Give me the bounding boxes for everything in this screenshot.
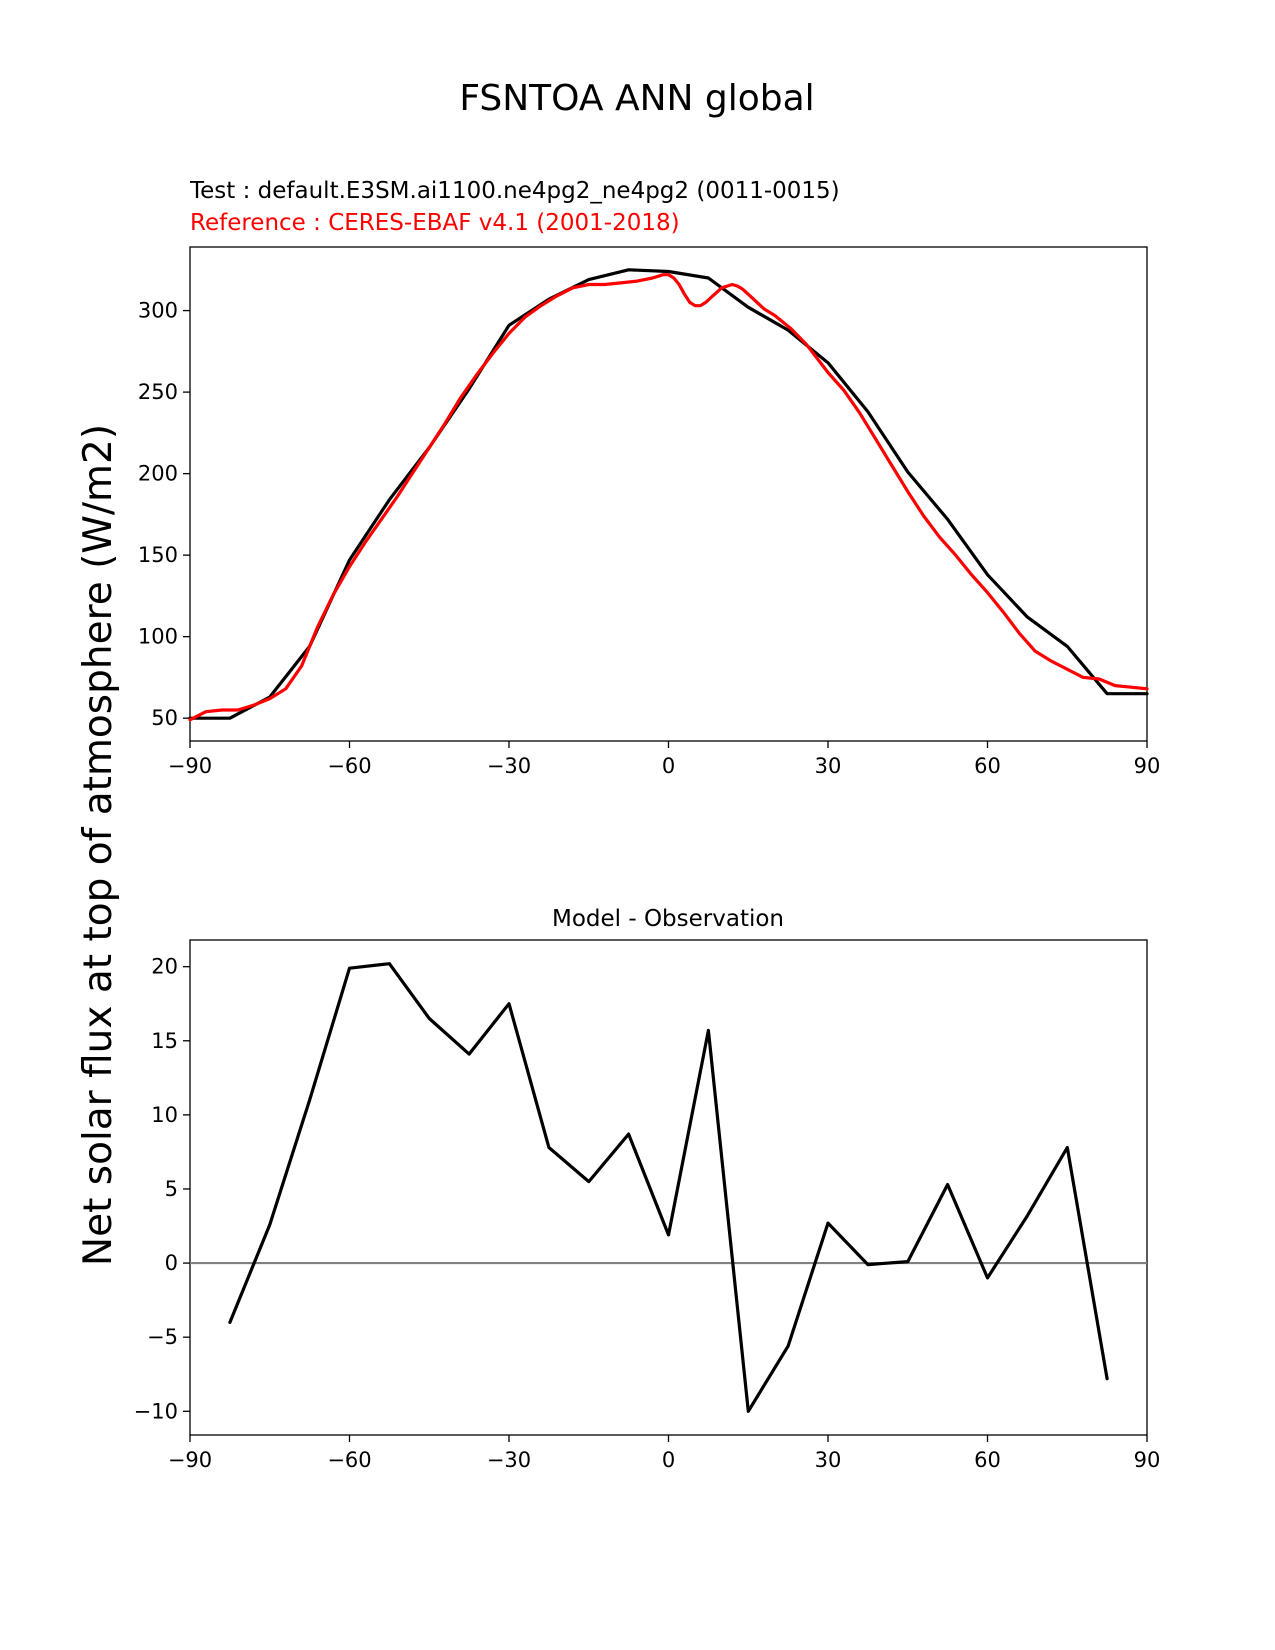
bottom-x-tick-label: 60 bbox=[974, 1448, 1001, 1472]
bottom-x-tick-label: 30 bbox=[815, 1448, 842, 1472]
top-x-tick-label: 0 bbox=[662, 754, 675, 778]
top-y-tick-label: 200 bbox=[138, 462, 178, 486]
bottom-x-tick-label: 90 bbox=[1134, 1448, 1161, 1472]
figure-ylabel: Net solar flux at top of atmosphere (W/m… bbox=[76, 424, 121, 1266]
test-label: Test : default.E3SM.ai1100.ne4pg2_ne4pg2… bbox=[189, 178, 840, 204]
top-x-tick-label: −30 bbox=[487, 754, 531, 778]
bottom-y-tick-label: 0 bbox=[165, 1251, 178, 1275]
reference-label: Reference : CERES-EBAF v4.1 (2001-2018) bbox=[190, 210, 680, 236]
bottom-y-tick-label: −10 bbox=[134, 1399, 178, 1423]
bottom-x-tick-label: 0 bbox=[662, 1448, 675, 1472]
top-y-tick-label: 300 bbox=[138, 299, 178, 323]
bottom-y-tick-label: 20 bbox=[151, 955, 178, 979]
top-y-tick-label: 150 bbox=[138, 543, 178, 567]
top-y-tick-label: 100 bbox=[138, 625, 178, 649]
bottom-x-tick-label: −30 bbox=[487, 1448, 531, 1472]
bottom-x-tick-label: −90 bbox=[168, 1448, 212, 1472]
top-y-tick-label: 50 bbox=[151, 706, 178, 730]
top-x-tick-label: 60 bbox=[974, 754, 1001, 778]
top-x-tick-label: 90 bbox=[1134, 754, 1161, 778]
bottom-panel: −90 −60 −30 0 30 60 90 −10 −5 0 5 10 15 20 bbox=[134, 939, 1161, 1472]
top-x-tick-label: −60 bbox=[327, 754, 371, 778]
top-x-tick-label: 30 bbox=[815, 754, 842, 778]
bottom-x-tick-label: −60 bbox=[327, 1448, 371, 1472]
top-y-tick-label: 250 bbox=[138, 380, 178, 404]
top-panel: −90 −60 −30 0 30 60 90 50 100 150 200 250 300 bbox=[138, 246, 1161, 778]
figure-title: FSNTOA ANN global bbox=[459, 78, 814, 119]
bottom-y-tick-label: 15 bbox=[151, 1029, 178, 1053]
bottom-y-tick-label: 10 bbox=[151, 1103, 178, 1127]
bottom-panel-title: Model - Observation bbox=[552, 906, 784, 932]
bottom-y-tick-label: 5 bbox=[165, 1177, 178, 1201]
bottom-y-tick-label: −5 bbox=[147, 1325, 178, 1349]
top-x-tick-label: −90 bbox=[168, 754, 212, 778]
